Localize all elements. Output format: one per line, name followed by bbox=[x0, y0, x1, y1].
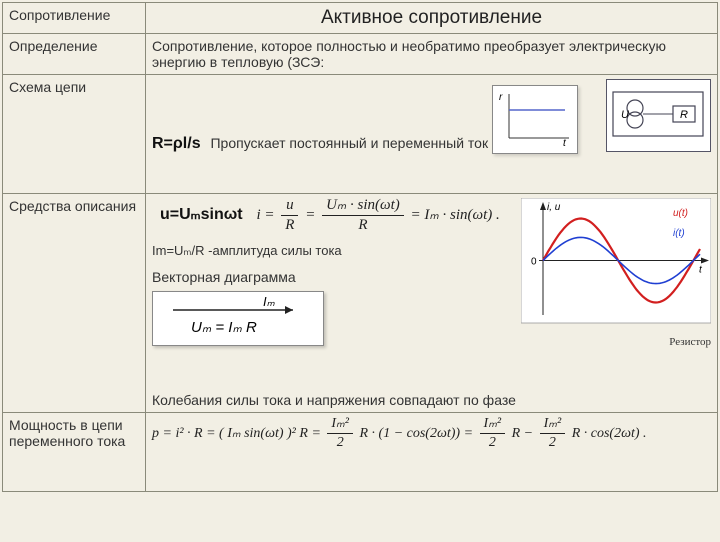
voltage-formula: u=Uₘsinωt bbox=[160, 206, 243, 223]
row-power-content: p = i² · R = ( Iₘ sin(ωt) )² R = Iₘ²2 R … bbox=[146, 413, 718, 492]
vector-diagram: Iₘ Uₘ = Iₘ R bbox=[152, 291, 324, 346]
phase-note: Колебания силы тока и напряжения совпада… bbox=[152, 392, 516, 408]
svg-text:u(t): u(t) bbox=[673, 208, 688, 219]
resistance-formula: R=ρl/s bbox=[152, 135, 201, 152]
row-definition-text: Сопротивление, которое полностью и необр… bbox=[146, 34, 718, 75]
wave-chart-container: i, ut0u(t)i(t) Резистор bbox=[521, 198, 711, 348]
mini-graph-ylabel: r bbox=[499, 92, 503, 103]
svg-text:i, u: i, u bbox=[547, 202, 561, 213]
row-description-label: Средства описания bbox=[3, 194, 146, 413]
wave-chart: i, ut0u(t)i(t) bbox=[521, 198, 711, 333]
mini-rt-graph: r t bbox=[492, 85, 578, 154]
svg-text:0: 0 bbox=[531, 257, 537, 268]
schema-note: Пропускает постоянный и переменный ток bbox=[210, 135, 488, 151]
vector-arrow-label: Iₘ bbox=[263, 296, 276, 309]
row-definition-label: Определение bbox=[3, 34, 146, 75]
row-schema-content: R=ρl/s Пропускает постоянный и переменны… bbox=[146, 75, 718, 194]
row-schema-label: Схема цепи bbox=[3, 75, 146, 194]
current-equation: i = uR = Uₘ · sin(ωt)R = Iₘ · sin(ωt) . bbox=[257, 207, 500, 223]
row-description-content: u=Uₘsinωt i = uR = Uₘ · sin(ωt)R = Iₘ · … bbox=[146, 194, 718, 413]
power-equation: p = i² · R = ( Iₘ sin(ωt) )² R = Iₘ²2 R … bbox=[152, 426, 647, 441]
circuit-r-label: R bbox=[680, 109, 688, 121]
vector-eq-text: Uₘ = Iₘ R bbox=[191, 319, 257, 336]
svg-text:i(t): i(t) bbox=[673, 228, 685, 239]
header-col1: Сопротивление bbox=[3, 3, 146, 34]
wave-bottom-label: Резистор bbox=[521, 336, 711, 348]
header-title: Активное сопротивление bbox=[146, 3, 718, 34]
row-power-label: Мощность в цепи переменного тока bbox=[3, 413, 146, 492]
mini-graph-xlabel: t bbox=[563, 138, 567, 148]
circuit-diagram: U R bbox=[606, 79, 711, 152]
circuit-u-label: U bbox=[621, 109, 629, 121]
